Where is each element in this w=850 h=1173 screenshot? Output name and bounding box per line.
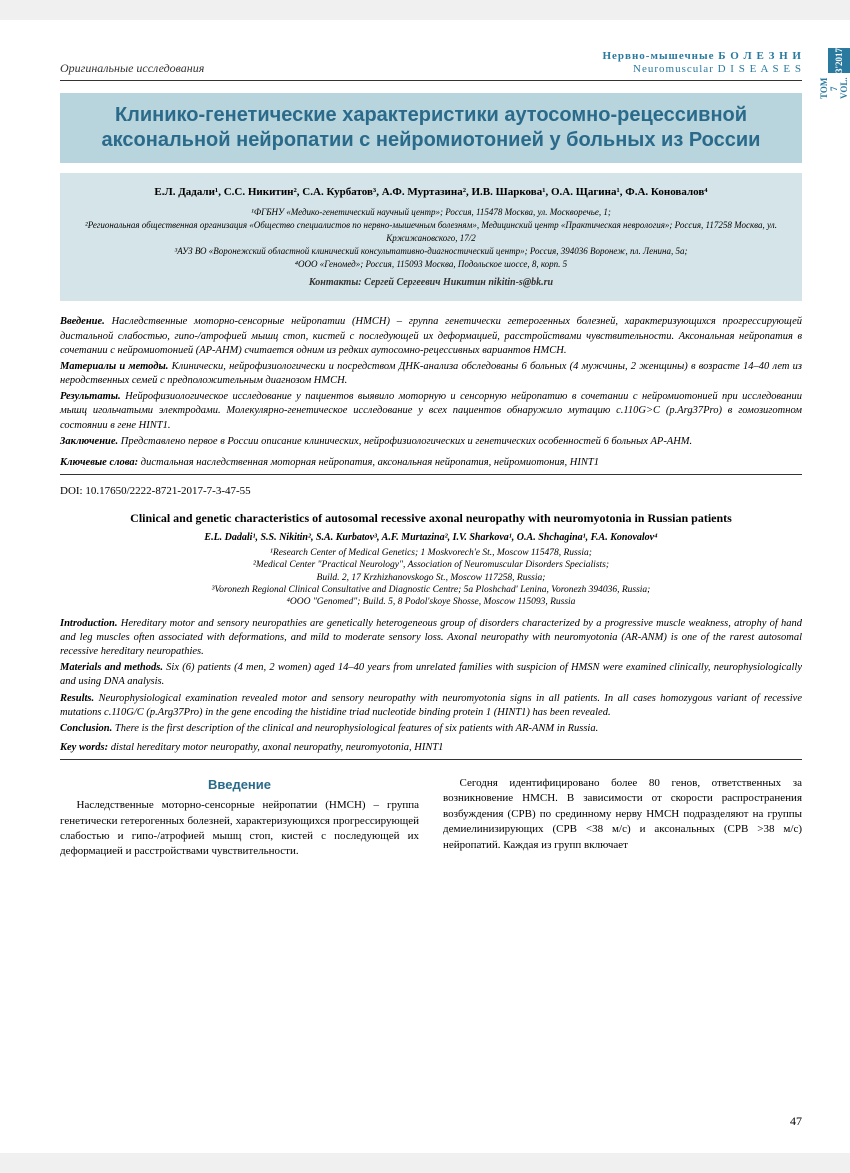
affiliation-3: ³АУЗ ВО «Воронежский областной клиническ… bbox=[84, 245, 778, 257]
page-number: 47 bbox=[790, 1114, 802, 1129]
abstract-en-intro-label: Introduction. bbox=[60, 618, 117, 629]
volume-side-tab: 3'2017 ТОМ 7 VOL. 7 bbox=[828, 48, 850, 104]
journal-name-en: Neuromuscular D I S E A S E S bbox=[602, 63, 802, 76]
divider bbox=[60, 474, 802, 475]
abstract-en-methods-text: Six (6) patients (4 men, 2 women) aged 1… bbox=[60, 662, 802, 687]
abstract-intro-label: Введение. bbox=[60, 316, 105, 327]
affiliation-4: ⁴ООО «Геномед»; Россия, 115093 Москва, П… bbox=[84, 258, 778, 270]
abstract-en-conclusion-text: There is the first description of the cl… bbox=[115, 723, 598, 734]
affiliation-en-3: Build. 2, 17 Krzhizhanovskogo St., Mosco… bbox=[60, 572, 802, 584]
issue-tag: 3'2017 bbox=[828, 48, 850, 73]
journal-name: Нервно-мышечные Б О Л Е З Н И Neuromuscu… bbox=[602, 50, 802, 76]
affiliation-en-4: ³Voronezh Regional Clinical Consultative… bbox=[60, 584, 802, 596]
abstract-en-results-text: Neurophysiological examination revealed … bbox=[60, 693, 802, 718]
divider-2 bbox=[60, 759, 802, 760]
article-title-en: Clinical and genetic characteristics of … bbox=[60, 511, 802, 526]
abstract-en-conclusion-label: Conclusion. bbox=[60, 723, 112, 734]
article-title-ru: Клинико-генетические характеристики ауто… bbox=[76, 103, 786, 153]
affiliation-en-5: ⁴OOO "Genomed"; Build. 5, 8 Podol'skoye … bbox=[60, 596, 802, 608]
authors-list-en: E.L. Dadali¹, S.S. Nikitin², S.A. Kurbat… bbox=[60, 532, 802, 543]
keywords-en-text: distal hereditary motor neuropathy, axon… bbox=[111, 742, 444, 753]
abstract-methods-text: Клинически, нейрофизиологически и посред… bbox=[60, 361, 802, 386]
abstract-en: Introduction. Hereditary motor and senso… bbox=[60, 617, 802, 736]
affiliation-en-2: ²Medical Center "Practical Neurology", A… bbox=[60, 559, 802, 571]
keywords-ru: Ключевые слова: дистальная наследственна… bbox=[60, 457, 802, 468]
affiliation-en-1: ¹Research Center of Medical Genetics; 1 … bbox=[60, 547, 802, 559]
abstract-results-text: Нейрофизиологическое исследование у паци… bbox=[60, 391, 802, 430]
section-label: Оригинальные исследования bbox=[60, 61, 204, 76]
affiliation-1: ¹ФГБНУ «Медико-генетический научный цент… bbox=[84, 206, 778, 218]
abstract-en-results-label: Results. bbox=[60, 693, 94, 704]
article-title-box: Клинико-генетические характеристики ауто… bbox=[60, 93, 802, 163]
abstract-results-label: Результаты. bbox=[60, 391, 121, 402]
body-text: Введение Наследственные моторно-сенсорны… bbox=[60, 776, 802, 860]
body-paragraph-1: Наследственные моторно-сенсорные нейропа… bbox=[60, 798, 419, 860]
authors-list-ru: Е.Л. Дадали¹, С.С. Никитин², С.А. Курбат… bbox=[84, 185, 778, 200]
body-paragraph-2: Сегодня идентифицировано более 80 генов,… bbox=[443, 776, 802, 853]
abstract-en-methods-label: Materials and methods. bbox=[60, 662, 163, 673]
abstract-ru: Введение. Наследственные моторно-сенсорн… bbox=[60, 315, 802, 449]
abstract-intro-text: Наследственные моторно-сенсорные нейропа… bbox=[60, 316, 802, 355]
body-section-heading: Введение bbox=[60, 776, 419, 794]
abstract-en-intro-text: Hereditary motor and sensory neuropathie… bbox=[60, 618, 802, 657]
contacts-line: Контакты: Сергей Сергеевич Никитин nikit… bbox=[84, 276, 778, 290]
journal-name-ru: Нервно-мышечные Б О Л Е З Н И bbox=[602, 50, 802, 63]
abstract-conclusion-label: Заключение. bbox=[60, 436, 118, 447]
page: 3'2017 ТОМ 7 VOL. 7 Оригинальные исследо… bbox=[0, 20, 850, 1153]
abstract-conclusion-text: Представлено первое в России описание кл… bbox=[121, 436, 692, 447]
keywords-en-label: Key words: bbox=[60, 742, 108, 753]
keywords-ru-label: Ключевые слова: bbox=[60, 457, 138, 468]
keywords-ru-text: дистальная наследственная моторная нейро… bbox=[141, 457, 599, 468]
volume-tag: ТОМ 7 VOL. 7 bbox=[828, 73, 850, 104]
affiliations-en: ¹Research Center of Medical Genetics; 1 … bbox=[60, 547, 802, 609]
doi-line: DOI: 10.17650/2222-8721-2017-7-3-47-55 bbox=[60, 485, 802, 497]
keywords-en: Key words: distal hereditary motor neuro… bbox=[60, 742, 802, 753]
affiliation-2: ²Региональная общественная организация «… bbox=[84, 219, 778, 243]
authors-box: Е.Л. Дадали¹, С.С. Никитин², С.А. Курбат… bbox=[60, 173, 802, 301]
abstract-methods-label: Материалы и методы. bbox=[60, 361, 168, 372]
page-header: Оригинальные исследования Нервно-мышечны… bbox=[60, 50, 802, 81]
